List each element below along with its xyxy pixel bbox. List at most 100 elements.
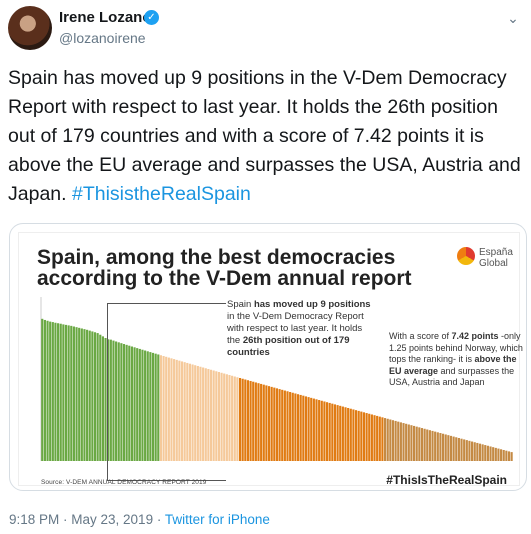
infographic-title-line2: according to the V-Dem annual report: [37, 268, 412, 289]
bar-country-108: [323, 401, 325, 461]
bar-country-157: [453, 437, 455, 461]
bar-country-7: [57, 323, 59, 461]
bar-country-139: [405, 424, 407, 461]
bar-country-74: [234, 377, 236, 461]
source-note: Source: V-DEM ANNUAL DEMOCRACY REPORT 20…: [41, 479, 206, 486]
bar-country-6: [54, 323, 56, 461]
bar-country-21: [94, 332, 96, 461]
bar-country-4: [49, 322, 51, 461]
bar-country-146: [424, 429, 426, 461]
bar-country-8: [60, 324, 62, 461]
callout-spain-score: With a score of 7.42 points -only 1.25 p…: [389, 331, 524, 389]
bar-country-91: [279, 389, 281, 461]
bar-country-125: [368, 414, 370, 461]
bar-country-137: [400, 422, 402, 461]
bar-country-77: [242, 379, 244, 461]
tweet-text: Spain has moved up 9 positions in the V-…: [8, 64, 528, 209]
bar-country-22: [97, 333, 99, 461]
bar-country-114: [339, 406, 341, 461]
bar-country-5: [52, 322, 54, 461]
bar-country-12: [70, 326, 72, 461]
bar-country-162: [466, 440, 468, 461]
bar-country-151: [437, 432, 439, 461]
chevron-down-icon[interactable]: ⌄: [505, 10, 521, 26]
bar-country-148: [429, 430, 431, 461]
bar-country-158: [455, 437, 457, 461]
bar-country-161: [463, 439, 465, 461]
callout-spain-position: Spain has moved up 9 positions in the V-…: [227, 299, 372, 359]
bar-country-79: [247, 380, 249, 461]
bar-country-14: [75, 327, 77, 461]
bar-country-78: [244, 379, 246, 461]
bar-country-156: [450, 436, 452, 461]
bar-country-99: [300, 395, 302, 461]
bar-country-113: [337, 405, 339, 461]
bar-country-92: [281, 390, 283, 461]
bar-country-83: [257, 383, 259, 461]
avatar[interactable]: [8, 6, 52, 50]
bar-country-176: [503, 450, 505, 461]
bar-country-122: [360, 412, 362, 461]
bar-country-84: [260, 384, 262, 461]
bar-country-171: [489, 446, 491, 461]
callout2-a: With a score of: [389, 331, 452, 341]
bar-country-178: [508, 451, 510, 461]
bar-country-160: [460, 439, 462, 461]
bar-country-170: [487, 446, 489, 461]
tweet-image[interactable]: Spain, among the best democracies accord…: [9, 223, 527, 491]
bar-country-18: [86, 330, 88, 461]
bar-country-2: [44, 320, 46, 461]
bar-country-166: [476, 443, 478, 461]
bar-country-82: [255, 382, 257, 461]
bar-country-97: [294, 393, 296, 461]
bar-country-147: [426, 429, 428, 461]
bar-country-141: [410, 425, 412, 461]
bar-country-130: [381, 417, 383, 461]
tweet-source-link[interactable]: Twitter for iPhone: [165, 512, 270, 527]
bar-country-152: [439, 433, 441, 461]
bar-country-20: [91, 331, 93, 461]
bar-country-72: [228, 375, 230, 461]
bar-country-93: [284, 391, 286, 461]
bar-country-120: [355, 410, 357, 461]
bar-country-140: [408, 424, 410, 461]
bar-country-133: [389, 419, 391, 461]
bar-country-165: [474, 442, 476, 461]
bar-country-89: [273, 388, 275, 461]
bar-country-1: [41, 319, 43, 461]
logo-line1: España: [479, 247, 513, 258]
bar-country-126: [371, 414, 373, 461]
bar-country-75: [236, 377, 238, 461]
bar-country-102: [308, 397, 310, 461]
author-handle[interactable]: @lozanoirene: [59, 30, 146, 46]
bar-country-127: [373, 415, 375, 461]
bar-country-86: [265, 385, 267, 461]
bar-country-150: [434, 432, 436, 461]
bar-country-116: [344, 407, 346, 461]
bar-country-169: [484, 445, 486, 461]
bar-country-110: [329, 403, 331, 461]
bar-country-109: [326, 402, 328, 461]
bar-country-24: [102, 336, 104, 461]
bar-country-111: [331, 404, 333, 461]
bar-country-19: [89, 331, 91, 461]
callout2-b: 7.42 points: [452, 331, 499, 341]
bar-country-154: [445, 434, 447, 461]
bar-country-174: [497, 449, 499, 461]
bar-country-129: [379, 417, 381, 461]
bar-country-95: [289, 392, 291, 461]
bar-country-168: [482, 444, 484, 461]
hashtag-link[interactable]: #ThisistheRealSpain: [72, 183, 251, 205]
bar-country-131: [384, 418, 386, 461]
bar-country-134: [392, 420, 394, 461]
author-name[interactable]: Irene Lozano: [59, 9, 152, 26]
bar-country-16: [81, 328, 83, 461]
bar-country-10: [65, 325, 67, 461]
timestamp[interactable]: 9:18 PM · May 23, 2019 ·: [9, 512, 165, 527]
bar-country-87: [268, 386, 270, 461]
bar-country-124: [366, 413, 368, 461]
bar-country-175: [500, 449, 502, 461]
bar-country-172: [492, 447, 494, 461]
bar-country-145: [421, 428, 423, 461]
espana-global-logo-icon: [457, 247, 475, 265]
